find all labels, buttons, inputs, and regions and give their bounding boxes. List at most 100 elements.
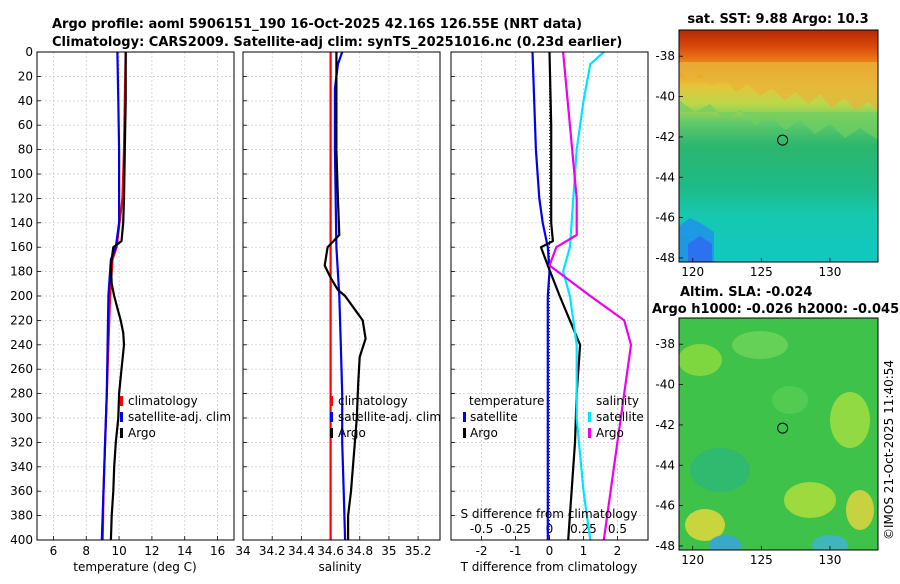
sla-map-title-line2: Argo h1000: -0.026 h2000: -0.045 bbox=[652, 302, 899, 317]
x-tick-label: -2 bbox=[476, 544, 488, 558]
s-difference-axis-label: S difference from climatology bbox=[461, 507, 638, 521]
x-tick-label: 34.4 bbox=[288, 544, 315, 558]
y-tick-label: 100 bbox=[10, 167, 33, 181]
y-tick-label: 120 bbox=[10, 191, 33, 205]
y-tick-label: 380 bbox=[10, 509, 33, 523]
legend-label-argo: Argo bbox=[128, 426, 156, 440]
x-tick-label: 10 bbox=[111, 544, 126, 558]
map-x-tick-label: 130 bbox=[819, 265, 842, 279]
s-tick-label: 0 bbox=[546, 522, 554, 536]
y-tick-label: 140 bbox=[10, 216, 33, 230]
y-tick-label: 160 bbox=[10, 240, 33, 254]
salinity-legend: climatology satellite-adj. clim Argo bbox=[330, 394, 441, 440]
s-tick-label: -0.5 bbox=[470, 522, 493, 536]
sla-map-axes: 120 125 130 -38 -40 -42 -44 -46 -48 bbox=[655, 337, 841, 567]
sla-heatmap bbox=[679, 318, 878, 550]
x-tick-label: 34 bbox=[235, 544, 250, 558]
sla-blob bbox=[690, 448, 750, 492]
y-tick-label: 360 bbox=[10, 484, 33, 498]
y-tick-label: 400 bbox=[10, 533, 33, 547]
x-tick-label: 34.8 bbox=[346, 544, 373, 558]
map-y-tick-label: -38 bbox=[655, 337, 675, 351]
legend-title-temperature: temperature bbox=[469, 394, 544, 408]
s-tick-label: -0.25 bbox=[500, 522, 531, 536]
argo-location-marker bbox=[777, 134, 789, 146]
series-line-argo bbox=[109, 52, 127, 541]
legend-label-t-argo: Argo bbox=[470, 426, 498, 440]
legend-swatch-argo bbox=[330, 428, 333, 438]
difference-legend: temperature satellite Argo salinity sate… bbox=[463, 394, 644, 440]
series-line-temperature-argo bbox=[539, 51, 582, 541]
sla-blob bbox=[812, 535, 848, 550]
x-tick-label: 2 bbox=[614, 544, 622, 558]
temperature-legend: climatology satellite-adj. clim Argo bbox=[120, 394, 231, 440]
sst-cold-core bbox=[688, 236, 712, 262]
series-line-temperature-satellite bbox=[531, 51, 551, 540]
legend-swatch-climatology bbox=[120, 396, 123, 406]
map-y-tick-label: -44 bbox=[655, 458, 675, 472]
difference-profile-panel: -2 -1 0 1 2 -0.5 -0.25 0 0.25 0.5 bbox=[450, 51, 649, 558]
legend-title-salinity: salinity bbox=[596, 394, 639, 408]
map-y-tick-label: -38 bbox=[655, 49, 675, 63]
x-tick-label: 14 bbox=[177, 544, 192, 558]
map-y-tick-label: -48 bbox=[655, 539, 675, 553]
map-x-tick-label: 125 bbox=[750, 553, 773, 567]
legend-swatch-argo bbox=[120, 428, 123, 438]
sla-blob bbox=[784, 482, 836, 518]
sla-blob bbox=[709, 535, 741, 550]
sla-blob bbox=[772, 386, 808, 414]
sla-blob bbox=[685, 509, 725, 541]
panel-frame bbox=[36, 51, 235, 541]
map-y-tick-label: -42 bbox=[655, 130, 675, 144]
legend-swatch-satellite bbox=[120, 412, 123, 422]
series-line-salinity-satellite bbox=[561, 51, 605, 541]
legend-swatch-climatology bbox=[330, 396, 333, 406]
x-tick-label: -1 bbox=[510, 544, 522, 558]
y-tick-label: 280 bbox=[10, 387, 33, 401]
legend-label-s-satellite: satellite bbox=[596, 410, 644, 424]
y-tick-label: 320 bbox=[10, 435, 33, 449]
y-tick-label: 240 bbox=[10, 338, 33, 352]
legend-label-climatology: climatology bbox=[338, 394, 408, 408]
legend-label-climatology: climatology bbox=[128, 394, 198, 408]
sla-map-title-line1: Altim. SLA: -0.024 bbox=[680, 285, 812, 300]
sla-blob bbox=[679, 344, 722, 376]
map-y-tick-label: -46 bbox=[655, 499, 675, 513]
x-tick-label: 34.6 bbox=[317, 544, 344, 558]
map-x-tick-label: 125 bbox=[750, 265, 773, 279]
s-tick-label: 0.25 bbox=[570, 522, 597, 536]
legend-swatch-t-argo bbox=[463, 428, 466, 438]
x-tick-label: 0 bbox=[546, 544, 554, 558]
map-x-tick-label: 120 bbox=[681, 265, 704, 279]
sst-warm-front bbox=[679, 62, 878, 112]
x-tick-label: 34.2 bbox=[259, 544, 286, 558]
panel-frame bbox=[242, 51, 441, 541]
sla-map-frame bbox=[678, 317, 879, 551]
map-y-tick-label: -42 bbox=[655, 418, 675, 432]
y-tick-label: 40 bbox=[18, 94, 33, 108]
salinity-axis-label: salinity bbox=[318, 560, 361, 574]
temperature-axis-label: temperature (deg C) bbox=[73, 560, 196, 574]
legend-label-argo: Argo bbox=[338, 426, 366, 440]
legend-swatch-s-argo bbox=[588, 428, 591, 438]
temperature-profile-panel: 0 20 40 60 80 100 120 140 160 180 200 220 240 260 280 3… bbox=[10, 45, 235, 558]
y-tick-label: 260 bbox=[10, 362, 33, 376]
y-tick-label: 60 bbox=[18, 118, 33, 132]
legend-label-satellite: satellite-adj. clim bbox=[128, 410, 231, 424]
figure-title-line2: Climatology: CARS2009. Satellite-adj cli… bbox=[52, 35, 622, 50]
legend-swatch-t-satellite bbox=[463, 412, 466, 422]
sst-heatmap bbox=[679, 30, 878, 262]
legend-label-t-satellite: satellite bbox=[470, 410, 518, 424]
map-x-tick-label: 130 bbox=[819, 553, 842, 567]
legend-swatch-satellite bbox=[330, 412, 333, 422]
figure-title-line1: Argo profile: aoml 5906151_190 16-Oct-20… bbox=[52, 17, 582, 32]
sla-blob bbox=[830, 392, 870, 448]
y-tick-label: 200 bbox=[10, 289, 33, 303]
sst-map-axes: 120 125 130 -38 -40 -42 -44 -46 -48 bbox=[655, 49, 841, 279]
x-tick-label: 6 bbox=[50, 544, 58, 558]
sst-map-title: sat. SST: 9.88 Argo: 10.3 bbox=[687, 12, 868, 27]
map-y-tick-label: -46 bbox=[655, 211, 675, 225]
panel-frame bbox=[450, 51, 649, 541]
series-line-salinity-argo bbox=[548, 51, 633, 541]
